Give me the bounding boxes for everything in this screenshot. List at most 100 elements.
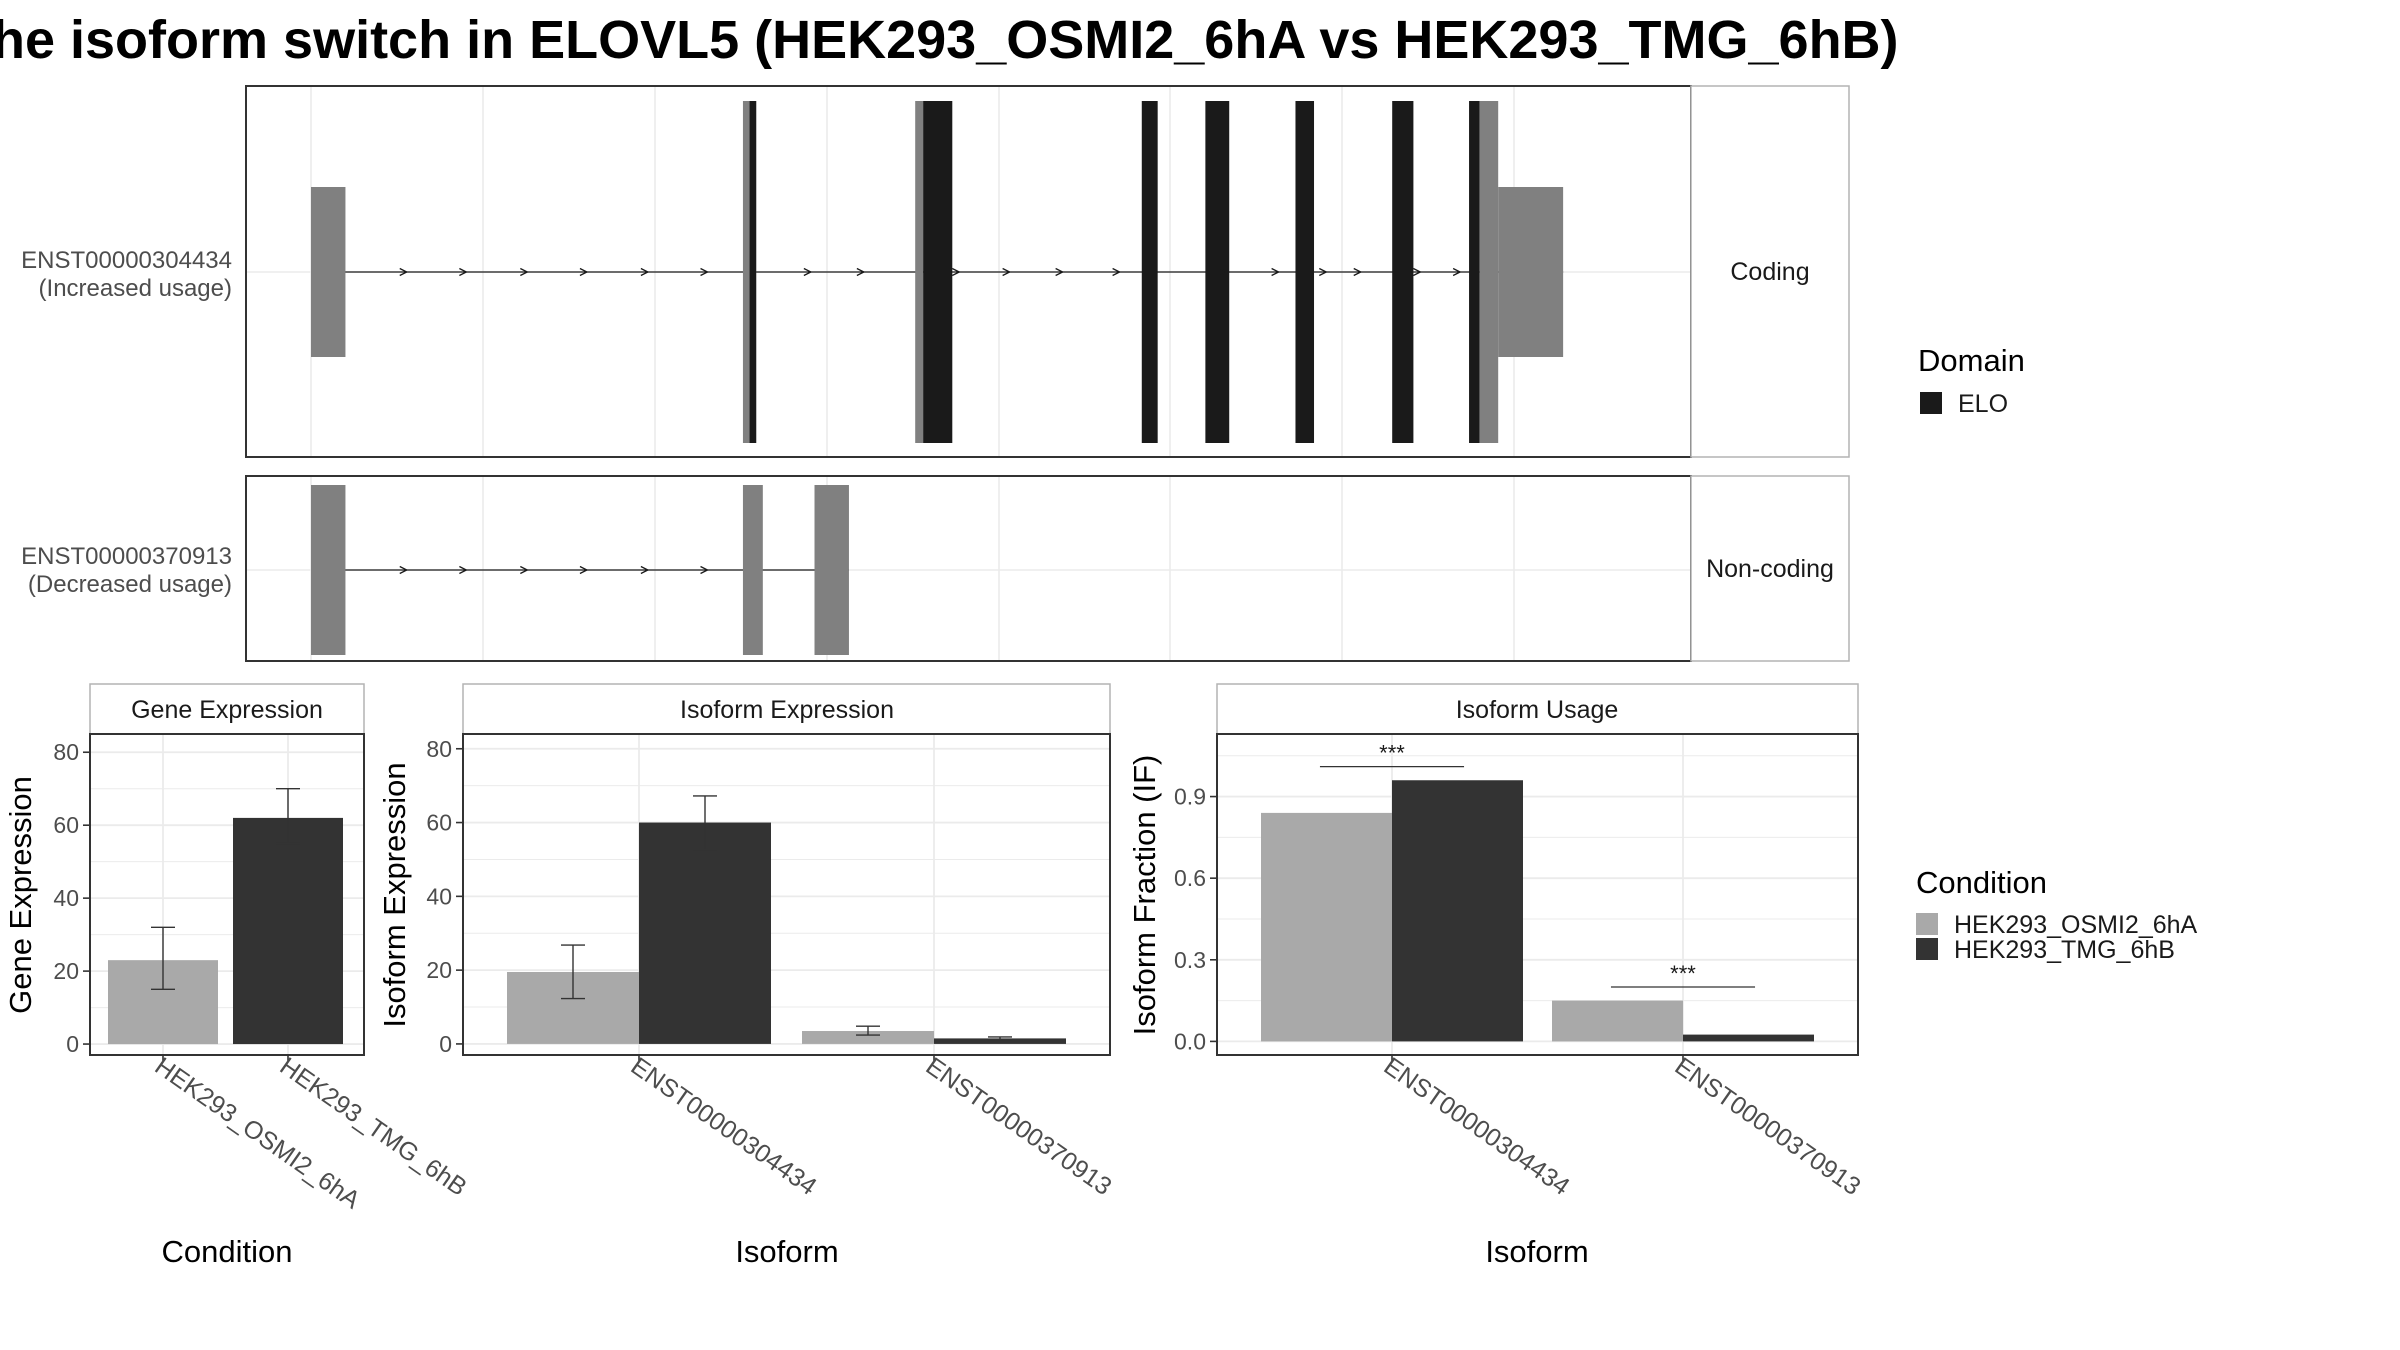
y-tick-label: 80 xyxy=(53,739,79,765)
y-tick-label: 0.6 xyxy=(1174,865,1206,891)
exon-block xyxy=(311,187,346,357)
domain-block xyxy=(1205,101,1230,443)
strand-arrow xyxy=(399,267,409,277)
strand-arrow xyxy=(1319,267,1328,277)
domain-block xyxy=(1469,101,1480,443)
domain-block xyxy=(923,101,953,443)
error-bars xyxy=(561,795,1012,1041)
facet-strip xyxy=(1690,85,1850,458)
bar xyxy=(1683,1034,1814,1042)
y-tick-label: 0.0 xyxy=(1174,1028,1206,1054)
strand-arrow xyxy=(1353,267,1363,277)
x-tick-label: ENST00000304434 xyxy=(626,1052,822,1201)
strand-arrow xyxy=(520,565,529,575)
y-axis-label: Gene Expression xyxy=(3,776,38,1014)
y-tick-label: 0.9 xyxy=(1174,784,1206,810)
domain-legend: Domain ELO xyxy=(1918,343,2025,418)
domain-block xyxy=(749,101,757,443)
strand-arrows xyxy=(399,565,709,575)
strand-arrow xyxy=(640,267,650,277)
y-ticks: 0 20 40 60 80 xyxy=(426,736,463,1057)
y-tick-label: 0 xyxy=(439,1031,452,1057)
legend-label: HEK293_TMG_6hB xyxy=(1954,936,2175,964)
legend-title: Condition xyxy=(1916,865,2047,900)
domain-block xyxy=(1141,101,1158,443)
x-tick-label: HEK293_OSMI2_6hA xyxy=(150,1052,366,1215)
legend-key xyxy=(1920,392,1942,414)
y-axis-label: Isoform Fraction (IF) xyxy=(1127,755,1162,1036)
significance-annotations: *** *** xyxy=(1319,741,1756,988)
x-tick-label: ENST00000370913 xyxy=(921,1052,1117,1201)
domain-block xyxy=(1295,101,1315,443)
y-tick-label: 20 xyxy=(426,957,452,983)
bar xyxy=(802,1031,934,1044)
x-axis-label: Isoform xyxy=(1485,1234,1588,1269)
panel-frame xyxy=(89,733,365,1056)
significance-label: *** xyxy=(1379,741,1405,766)
strand-arrow xyxy=(399,565,409,575)
facet-label: Non-coding xyxy=(1706,555,1834,583)
y-tick-label: 20 xyxy=(53,958,79,984)
strand-arrow xyxy=(1002,267,1012,277)
panel-title: Isoform Usage xyxy=(1456,696,1619,724)
legend-title: Domain xyxy=(1918,343,2025,378)
exon-block xyxy=(1498,187,1564,357)
legend-key xyxy=(1916,938,1938,960)
bars xyxy=(507,822,1066,1044)
facet-label: Coding xyxy=(1730,258,1809,286)
track-sublabel: (Decreased usage) xyxy=(28,571,232,598)
y-ticks: 0.0 0.3 0.6 0.9 xyxy=(1174,784,1217,1054)
facet-strip xyxy=(1690,475,1850,662)
bar xyxy=(1392,780,1523,1042)
exon-block xyxy=(311,485,346,655)
bar xyxy=(934,1038,1066,1044)
gene-track-coding: Coding ENST00000304434 (Increased usage) xyxy=(21,85,1850,458)
strand-arrow xyxy=(1271,267,1281,277)
x-ticks: ENST00000304434 ENST00000370913 xyxy=(626,1052,1117,1201)
condition-legend: Condition HEK293_OSMI2_6hA HEK293_TMG_6h… xyxy=(1916,865,2198,964)
panel-frame xyxy=(1216,733,1859,1056)
strand-arrow xyxy=(951,267,961,277)
significance-label: *** xyxy=(1670,961,1696,986)
legend-label: ELO xyxy=(1958,390,2008,418)
track-sublabel: (Increased usage) xyxy=(39,275,232,302)
x-ticks: ENST00000304434 ENST00000370913 xyxy=(1379,1052,1866,1201)
x-tick-label: ENST00000304434 xyxy=(1379,1052,1575,1201)
bar xyxy=(639,822,771,1044)
strand-arrow xyxy=(579,565,589,575)
strand-arrow xyxy=(459,565,468,575)
strand-arrow xyxy=(1055,267,1065,277)
panel-title: Isoform Expression xyxy=(680,696,894,724)
strand-arrow xyxy=(1219,267,1229,277)
y-tick-label: 0 xyxy=(66,1031,79,1057)
y-axis-label: Isoform Expression xyxy=(377,762,412,1027)
legend-key xyxy=(1916,913,1938,935)
strand-arrow xyxy=(700,565,709,575)
gene-track-noncoding: Non-coding ENST00000370913 (Decreased us… xyxy=(21,475,1850,662)
strand-arrow xyxy=(700,267,709,277)
y-tick-label: 60 xyxy=(426,810,452,836)
bar xyxy=(1552,1000,1683,1042)
strand-arrow xyxy=(579,267,589,277)
strand-arrow xyxy=(1452,267,1462,277)
bar xyxy=(233,817,343,1045)
strand-arrow xyxy=(803,267,813,277)
exon-segments xyxy=(311,485,849,655)
legend-label: HEK293_OSMI2_6hA xyxy=(1954,911,2198,939)
panel-strip xyxy=(89,683,365,735)
x-axis-label: Condition xyxy=(162,1234,293,1269)
strand-arrow xyxy=(459,267,468,277)
x-axis-label: Isoform xyxy=(735,1234,838,1269)
isoform-expression-panel: Isoform Expression 0 20 40 60 80 ENST0000030… xyxy=(377,683,1117,1269)
figure-title: he isoform switch in ELOVL5 (HEK293_OSMI… xyxy=(0,10,1899,70)
strand-arrow xyxy=(1413,267,1422,277)
y-tick-label: 80 xyxy=(426,736,452,762)
strand-arrows xyxy=(399,267,1462,277)
y-tick-label: 0.3 xyxy=(1174,947,1206,973)
x-tick-label: ENST00000370913 xyxy=(1670,1052,1866,1201)
bar xyxy=(1261,812,1392,1042)
y-tick-label: 40 xyxy=(426,883,452,909)
isoform-usage-panel: Isoform Usage *** *** 0.0 0.3 0.6 0.9 ENST00… xyxy=(1127,683,1866,1269)
